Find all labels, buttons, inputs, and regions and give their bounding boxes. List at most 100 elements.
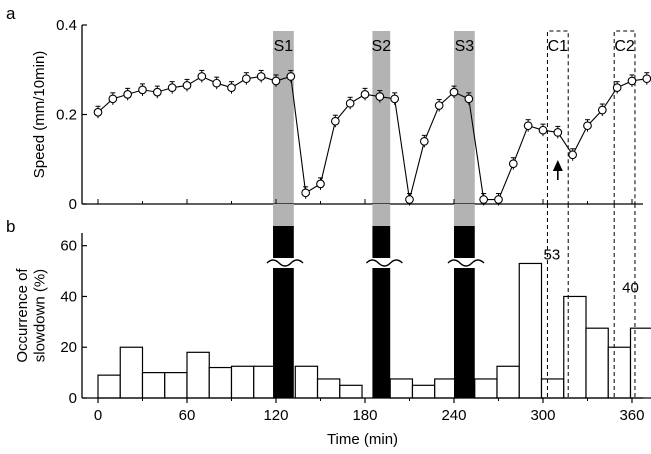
axis-break-line bbox=[447, 259, 485, 267]
stimulus-connector bbox=[273, 204, 294, 226]
bar bbox=[316, 378, 341, 399]
open-point bbox=[449, 87, 459, 97]
open-point bbox=[508, 159, 518, 169]
open-point bbox=[123, 90, 133, 99]
panel-label-a: a bbox=[6, 4, 16, 23]
bar bbox=[230, 365, 255, 399]
stimulus-label: S1 bbox=[274, 38, 294, 55]
open-point bbox=[152, 87, 162, 97]
open-point bbox=[390, 94, 400, 104]
y-tick-label: 40 bbox=[60, 288, 77, 305]
bar bbox=[164, 372, 188, 399]
axis-break-line bbox=[266, 259, 304, 267]
bar bbox=[474, 378, 498, 399]
connector-lines bbox=[273, 204, 636, 398]
open-point bbox=[227, 83, 236, 92]
control-window bbox=[546, 30, 569, 204]
open-point bbox=[568, 150, 578, 160]
open-point bbox=[316, 179, 325, 189]
open-point bbox=[93, 107, 103, 117]
bar bbox=[119, 346, 144, 399]
bar bbox=[518, 262, 543, 399]
y-axis-label: Speed (mm/10min) bbox=[31, 51, 48, 179]
x-tick-label: 0 bbox=[94, 407, 102, 424]
stimulus-bar bbox=[372, 268, 391, 398]
open-point bbox=[182, 81, 192, 90]
stimulus-band bbox=[273, 31, 294, 204]
y-tick-label: 20 bbox=[60, 339, 77, 356]
control-label: C1 bbox=[548, 38, 569, 55]
y-axis-label: Occurrence ofslowdown (%) bbox=[14, 268, 48, 363]
bar bbox=[563, 295, 587, 399]
stimulus-connector bbox=[372, 204, 391, 226]
open-point bbox=[375, 92, 385, 101]
bar bbox=[585, 327, 609, 399]
open-point bbox=[627, 76, 637, 86]
y-tick-label: 0.2 bbox=[56, 107, 77, 124]
bar bbox=[208, 366, 233, 399]
y-tick-label: 0 bbox=[69, 196, 77, 213]
open-point bbox=[419, 137, 429, 146]
bar-value-label: 95 bbox=[275, 225, 292, 242]
panel-b: 9598959753403302040600601201802403003604… bbox=[14, 225, 651, 448]
x-tick-label: 180 bbox=[352, 407, 377, 424]
stimulus-band bbox=[453, 31, 475, 204]
open-point bbox=[553, 128, 563, 137]
x-tick-label: 60 bbox=[179, 407, 196, 424]
open-point bbox=[241, 74, 251, 84]
bar-value-label: 53 bbox=[544, 246, 561, 263]
open-point bbox=[167, 83, 177, 92]
stimulus-bar bbox=[453, 268, 475, 398]
stimulus-bar-top bbox=[453, 226, 475, 258]
bar-value-label: 95 bbox=[456, 225, 473, 242]
bar bbox=[411, 384, 436, 399]
arrow-head bbox=[552, 160, 563, 171]
open-point bbox=[286, 72, 296, 81]
stimulus-bar-top bbox=[273, 226, 294, 258]
open-point bbox=[138, 85, 147, 95]
bar bbox=[253, 365, 277, 399]
open-point bbox=[360, 90, 370, 99]
open-point bbox=[301, 188, 311, 198]
stimulus-band bbox=[372, 31, 391, 204]
open-point bbox=[108, 94, 118, 104]
bar bbox=[97, 374, 121, 399]
open-point bbox=[330, 116, 340, 126]
x-axis-label: Time (min) bbox=[327, 431, 398, 448]
bar bbox=[141, 372, 166, 399]
bar bbox=[389, 378, 414, 399]
axis-break bbox=[446, 258, 486, 268]
stimulus-label: S2 bbox=[372, 38, 392, 55]
open-point bbox=[538, 125, 548, 135]
bar bbox=[607, 346, 632, 399]
open-point bbox=[197, 72, 207, 81]
bar bbox=[496, 365, 520, 399]
bar bbox=[339, 384, 363, 399]
y-tick-label: 0.4 bbox=[56, 17, 77, 34]
control-window bbox=[613, 30, 636, 204]
panel-label-b: b bbox=[6, 217, 15, 236]
stimulus-label: S3 bbox=[455, 38, 475, 55]
axis-break bbox=[364, 258, 404, 268]
bar bbox=[294, 365, 319, 399]
open-point bbox=[479, 195, 489, 204]
axis-break bbox=[265, 258, 305, 268]
open-point bbox=[597, 105, 607, 115]
open-point bbox=[405, 195, 414, 204]
open-point bbox=[464, 94, 474, 104]
y-axis-label-line2: slowdown (%) bbox=[31, 269, 48, 362]
y-tick-label: 60 bbox=[60, 238, 77, 255]
open-point bbox=[434, 101, 444, 110]
open-point bbox=[494, 195, 503, 204]
bar-value-label: 98 bbox=[373, 225, 390, 242]
open-point bbox=[523, 121, 533, 131]
bar bbox=[540, 378, 565, 399]
open-point bbox=[212, 78, 222, 88]
bar bbox=[629, 327, 651, 399]
bar-value-label: 40 bbox=[622, 279, 639, 296]
x-tick-label: 360 bbox=[619, 407, 644, 424]
axis-break-line bbox=[365, 259, 403, 267]
stimulus-bar-top bbox=[372, 226, 391, 258]
stimulus-connector bbox=[453, 204, 475, 226]
